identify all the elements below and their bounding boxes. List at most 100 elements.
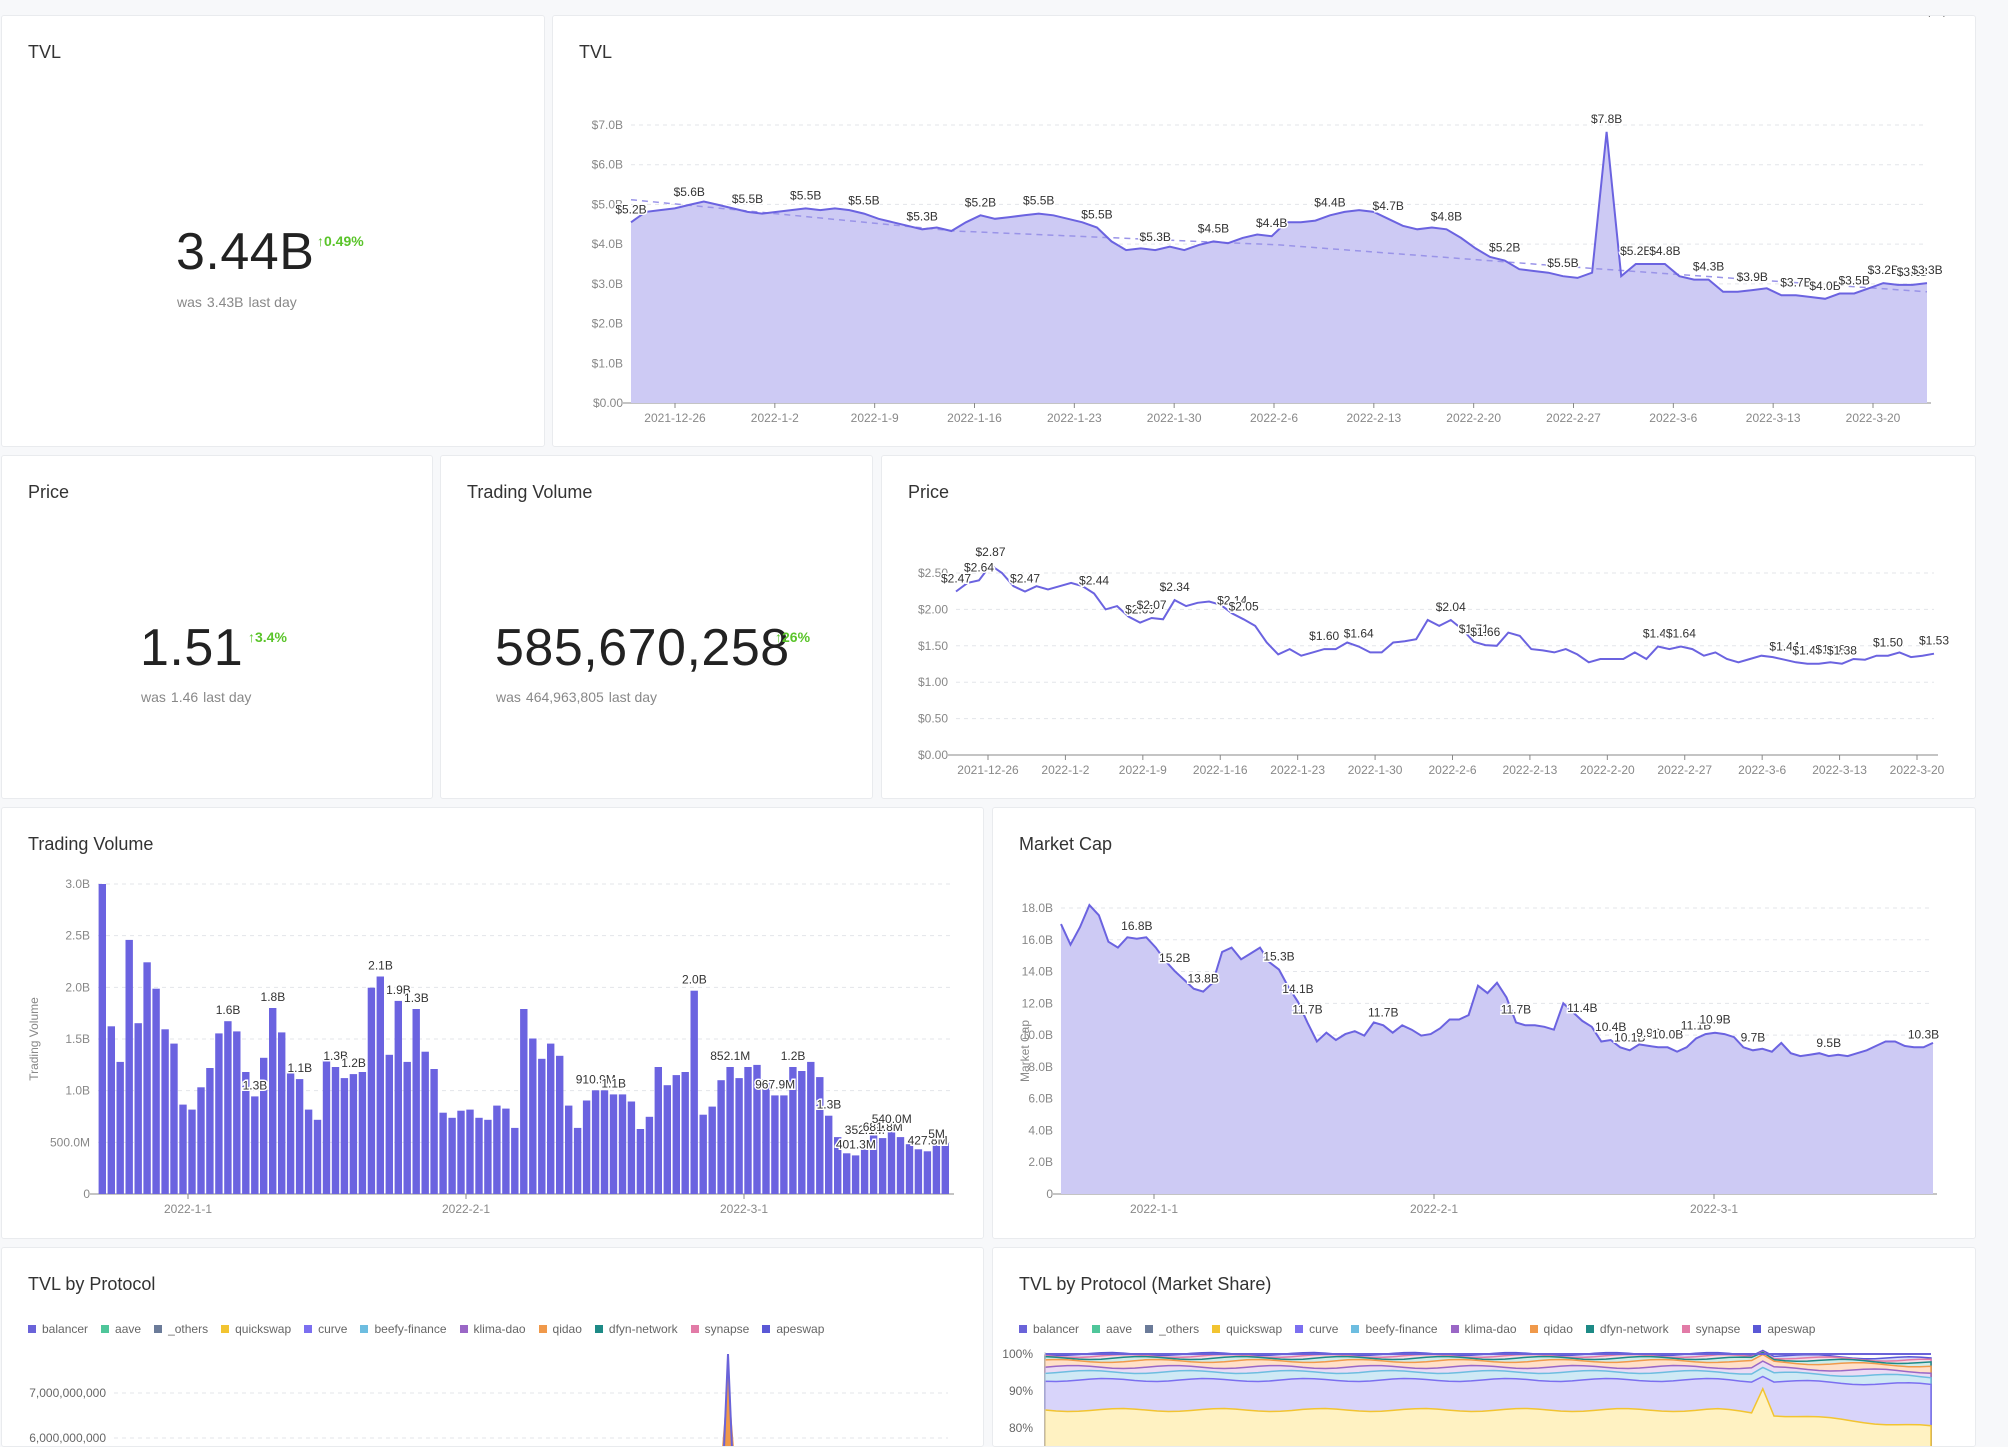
volume-bar — [780, 1095, 787, 1194]
volume-bar — [475, 1118, 482, 1194]
volume-bar — [323, 1060, 330, 1194]
volume-bar — [520, 1009, 527, 1194]
data-label: $1.50 — [1873, 636, 1903, 650]
volume-bar — [251, 1096, 258, 1194]
x-tick-label: 2022-1-16 — [947, 411, 1002, 425]
y-tick-label: 16.0B — [1022, 933, 1053, 947]
volume-bar — [744, 1067, 751, 1194]
data-label: $5.2B — [1620, 244, 1651, 258]
volume-bar — [493, 1106, 500, 1194]
y-tick-label: $1.0B — [592, 356, 623, 370]
data-label: 1.1B — [601, 1076, 626, 1090]
data-label: $1.53 — [1919, 634, 1949, 648]
data-label: 5M — [928, 1127, 945, 1141]
data-label: 1.3B — [243, 1078, 268, 1092]
y-tick-label: 0 — [1046, 1187, 1053, 1201]
volume-bar — [601, 1090, 608, 1194]
y-tick-label: $1.00 — [918, 675, 948, 689]
x-tick-label: 2022-3-6 — [1738, 763, 1786, 777]
data-label: $5.2B — [965, 195, 996, 209]
y-tick-label: 2.0B — [1028, 1155, 1053, 1169]
price-kpi-delta: ↑3.4% — [248, 629, 287, 645]
volume-bar — [726, 1067, 733, 1194]
y-axis-title: Trading Volume — [27, 997, 41, 1081]
data-label: 10.0B — [1652, 1027, 1683, 1041]
volume-bar — [852, 1155, 859, 1194]
volume-bar — [350, 1074, 357, 1194]
data-label: $1.66 — [1470, 625, 1500, 639]
x-tick-label: 2022-3-1 — [720, 1202, 768, 1216]
data-label: 9.5B — [1816, 1036, 1841, 1050]
volume-bar — [664, 1085, 671, 1194]
volume-bar — [206, 1068, 213, 1194]
x-tick-label: 2022-1-2 — [751, 411, 799, 425]
x-tick-label: 2022-1-1 — [1130, 1202, 1178, 1216]
volume-bar — [933, 1145, 940, 1194]
data-label: 2M — [946, 808, 963, 811]
x-tick-label: 2022-2-27 — [1657, 763, 1712, 777]
data-label: 9.7B — [1741, 1030, 1766, 1044]
volume-bar — [673, 1075, 680, 1194]
volume-bar — [108, 1026, 115, 1194]
data-label: $5.5B — [790, 188, 821, 202]
data-label: $1.64 — [1666, 626, 1696, 640]
data-label: 11.7B — [1501, 1002, 1531, 1016]
y-tick-label: $3.0B — [592, 277, 623, 291]
volume-bar — [287, 1072, 294, 1194]
volume-bar — [466, 1110, 473, 1194]
y-tick-label: $2.0B — [592, 317, 623, 331]
volume-bar — [700, 1115, 707, 1194]
y-tick-label: 7,000,000,000 — [29, 1386, 106, 1400]
data-label: $3.4B — [1940, 16, 1971, 19]
data-label: $1.60 — [1309, 629, 1339, 643]
volume-bar — [188, 1110, 195, 1194]
data-label: 16.8B — [1121, 919, 1152, 933]
volume-bar — [915, 1149, 922, 1194]
y-tick-label: $6.0B — [592, 158, 623, 172]
y-tick-label: 80% — [1009, 1421, 1033, 1435]
x-tick-label: 2022-2-1 — [1410, 1202, 1458, 1216]
data-label: $2.47 — [1010, 572, 1040, 586]
data-label: 852.1M — [710, 1049, 750, 1063]
arrow-up-icon: ↑ — [775, 629, 782, 645]
volume-bar — [771, 1095, 778, 1194]
volume-bar — [404, 1062, 411, 1194]
volume-bar — [332, 1067, 339, 1194]
volume-bar — [170, 1044, 177, 1194]
tvl-share-chart: 80%90%100% — [993, 1248, 1976, 1447]
volume-bar — [135, 1023, 142, 1194]
y-tick-label: $7.0B — [592, 118, 623, 132]
volume-bar — [314, 1120, 321, 1194]
y-tick-label: 6,000,000,000 — [29, 1431, 106, 1445]
x-tick-label: 2022-1-30 — [1147, 411, 1202, 425]
volume-bar — [386, 1055, 393, 1194]
volume-bar — [628, 1102, 635, 1195]
data-label: $1.38 — [1827, 644, 1857, 658]
data-label: 10.9B — [1699, 1013, 1730, 1027]
volume-bar — [637, 1129, 644, 1194]
data-label: 1.6B — [216, 1003, 241, 1017]
data-label: 401.3M — [836, 1137, 876, 1151]
tvl-kpi-title: TVL — [28, 42, 61, 63]
tvl-kpi-value: 3.44B — [176, 222, 314, 282]
data-label: $5.5B — [1023, 194, 1054, 208]
volume-bar — [807, 1062, 814, 1194]
volume-bar — [538, 1059, 545, 1194]
y-tick-label: 6.0B — [1028, 1092, 1053, 1106]
data-label: $4.4B — [1256, 216, 1287, 230]
volume-bar — [457, 1111, 464, 1194]
volume-bar — [430, 1069, 437, 1194]
y-tick-label: $4.0B — [592, 237, 623, 251]
arrow-up-icon: ↑ — [248, 629, 255, 645]
data-label: $4.5B — [1198, 221, 1229, 235]
data-label: $2.87 — [976, 545, 1006, 559]
data-label: 11.4B — [1567, 1001, 1597, 1015]
volume-bar — [709, 1107, 716, 1194]
y-tick-label: 8.0B — [1028, 1060, 1053, 1074]
